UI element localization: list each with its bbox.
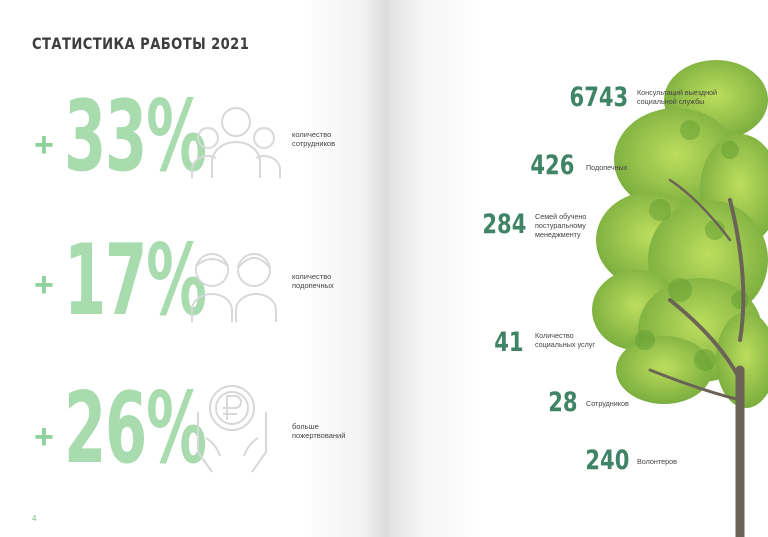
stat-value-wards: 426 <box>530 150 574 181</box>
stat-value-staff: 28 <box>548 387 578 418</box>
stat-sign: + <box>34 126 54 164</box>
stat-caption-families: Семей обучено постуральному менеджменту <box>535 212 587 239</box>
stat-caption-volunteers: Волонтеров <box>637 457 677 466</box>
tree-illustration <box>592 60 768 537</box>
stat-percent: 33% <box>64 80 207 194</box>
page-gutter-shadow <box>300 0 480 537</box>
stat-value-families: 284 <box>482 209 526 240</box>
stat-label: количество сотрудников <box>292 130 336 148</box>
stat-label: количество подопечных <box>292 272 334 290</box>
stat-donations: + 26% больше пожертвований <box>0 380 384 490</box>
stat-caption-staff: Сотрудников <box>586 399 629 408</box>
left-page <box>0 0 384 537</box>
page-number: 4 <box>32 514 37 523</box>
stat-percent: 26% <box>64 372 207 486</box>
stat-value-services: 41 <box>494 327 524 358</box>
page-title: СТАТИСТИКА РАБОТЫ 2021 <box>32 34 250 53</box>
ruble-coin-hand-icon <box>197 385 267 473</box>
stat-caption-wards: Подопечных <box>586 163 628 172</box>
stat-label: больше пожертвований <box>292 422 346 440</box>
stat-sign: + <box>34 266 54 304</box>
stat-sign: + <box>34 418 54 456</box>
children-icon <box>191 253 277 322</box>
people-group-icon <box>191 107 281 178</box>
stat-employees: + 33% количество сотрудников <box>0 88 384 198</box>
stat-value-consultations: 6743 <box>569 82 628 113</box>
stat-value-volunteers: 240 <box>585 445 629 476</box>
stat-percent: 17% <box>64 224 207 338</box>
stat-caption-consultations: Консультаций выездной социальной службы <box>637 88 718 106</box>
stat-wards: + 17% количество подопечных <box>0 232 384 342</box>
stat-caption-services: Количество социальных услуг <box>535 331 595 349</box>
